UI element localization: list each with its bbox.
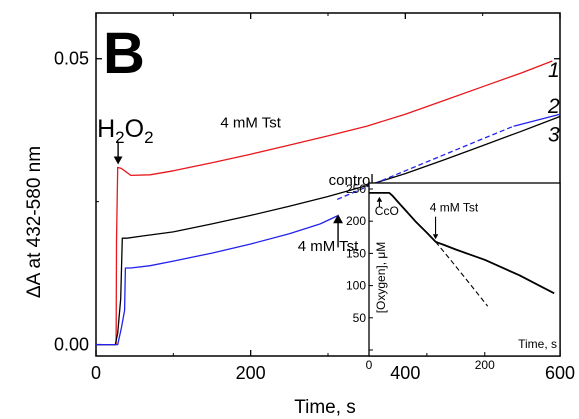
inset-series-line-1 [435, 241, 489, 307]
main-plot-area: 0 200 400 600 0.00 0.05 H2O2 4 mM Tst control 4 m… [54, 12, 575, 383]
y-axis-label: ΔA at 432-580 nm [24, 146, 45, 298]
inset-frame [368, 182, 561, 357]
inset-annotation-cco: CcO [375, 204, 399, 218]
x-tick-label: 0 [91, 363, 101, 383]
inset-y-tick-label: 50 [353, 311, 367, 325]
series-line-3 [337, 125, 514, 200]
series-line-1 [96, 115, 561, 346]
inset-y-axis-label: [Oxygen], μM [374, 242, 388, 314]
inset-annotation-tst: 4 mM Tst [430, 201, 479, 215]
x-axis-label: Time, s [294, 397, 356, 418]
y-tick-label: 0.00 [54, 335, 89, 355]
series-line-2 [96, 215, 338, 346]
tst-arrow-head [333, 214, 344, 224]
inset-y-tick-label: 250 [346, 182, 366, 196]
series-line-4 [513, 113, 561, 127]
x-tick-label: 600 [545, 363, 575, 383]
inset-y-tick-label: 100 [346, 279, 366, 293]
series-line-0 [96, 60, 553, 346]
inset-plot-area: 50 100 150 200 250 0 200 CcO 4 mM Tst Time, s [Oxy… [346, 182, 561, 372]
x-tick-label: 200 [236, 363, 266, 383]
inset-x-tick-label: 0 [366, 358, 373, 372]
series-number-label: 1 [548, 59, 560, 82]
annotation-tst-blue: 4 mM Tst [298, 238, 359, 255]
y-tick-label: 0.05 [54, 49, 89, 69]
x-tick-label: 400 [390, 363, 420, 383]
cco-arrow-head [376, 196, 383, 202]
inset-y-tick-label: 200 [346, 214, 366, 228]
annotation-control: control [329, 172, 374, 189]
inset-x-axis-label: Time, s [518, 337, 557, 351]
panel-letter: B [103, 21, 145, 86]
annotation-tst-red: 4 mM Tst [220, 114, 281, 131]
h2o2-arrow-head [113, 156, 123, 165]
inset-x-tick-label: 200 [475, 358, 495, 372]
inset-y-tick-label: 150 [346, 246, 366, 260]
annotation-h2o2: H2O2 [97, 115, 153, 147]
inset-tst-arrow-head [432, 234, 439, 240]
series-number-label: 3 [548, 124, 560, 147]
series-number-label: 2 [547, 95, 560, 118]
